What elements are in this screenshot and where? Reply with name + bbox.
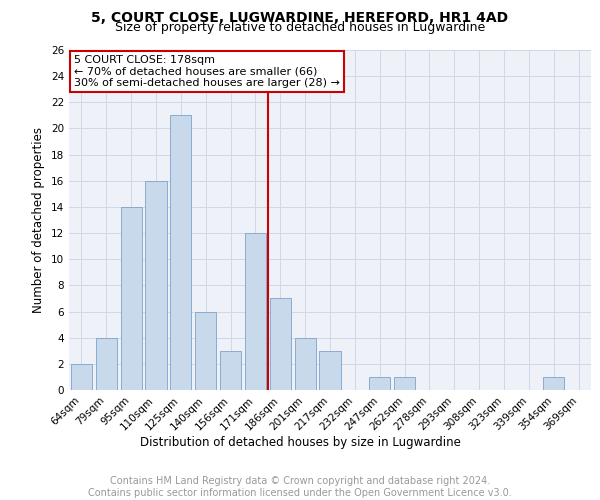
Bar	[270, 298, 291, 390]
Bar	[170, 116, 191, 390]
Bar	[220, 351, 241, 390]
Bar	[145, 181, 167, 390]
Bar	[245, 233, 266, 390]
Text: Contains HM Land Registry data © Crown copyright and database right 2024.
Contai: Contains HM Land Registry data © Crown c…	[88, 476, 512, 498]
Bar	[96, 338, 117, 390]
Bar	[121, 207, 142, 390]
Bar	[543, 377, 564, 390]
Bar	[394, 377, 415, 390]
Bar	[71, 364, 92, 390]
Text: Size of property relative to detached houses in Lugwardine: Size of property relative to detached ho…	[115, 21, 485, 34]
Bar	[195, 312, 216, 390]
Y-axis label: Number of detached properties: Number of detached properties	[32, 127, 46, 313]
Bar	[319, 351, 341, 390]
Text: Distribution of detached houses by size in Lugwardine: Distribution of detached houses by size …	[140, 436, 460, 449]
Text: 5 COURT CLOSE: 178sqm
← 70% of detached houses are smaller (66)
30% of semi-deta: 5 COURT CLOSE: 178sqm ← 70% of detached …	[74, 55, 340, 88]
Bar	[295, 338, 316, 390]
Text: 5, COURT CLOSE, LUGWARDINE, HEREFORD, HR1 4AD: 5, COURT CLOSE, LUGWARDINE, HEREFORD, HR…	[91, 11, 509, 25]
Bar	[369, 377, 390, 390]
